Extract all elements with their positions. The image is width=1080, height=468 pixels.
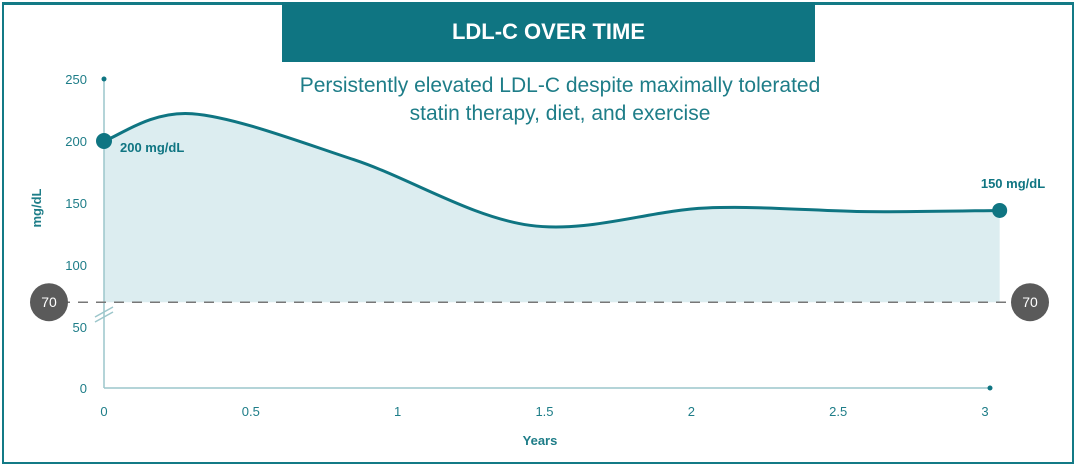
y-tick-label: 100 xyxy=(65,258,87,273)
axis-break-mark xyxy=(94,306,114,318)
x-tick-label: 0 xyxy=(100,404,107,419)
y-tick-label: 150 xyxy=(65,196,87,211)
y-tick-label: 50 xyxy=(73,320,87,335)
chart-subtitle: Persistently elevated LDL-C despite maxi… xyxy=(299,74,821,125)
y-tick-label: 200 xyxy=(65,134,87,149)
start-value-label: 200 mg/dL xyxy=(120,140,184,155)
chart-title: LDL-C OVER TIME xyxy=(282,2,815,62)
x-axis-end-dot xyxy=(987,385,993,391)
x-tick-label: 1.5 xyxy=(535,404,553,419)
x-tick-label: 3 xyxy=(981,404,988,419)
x-axis-label: Years xyxy=(523,433,558,448)
y-axis-end-dot xyxy=(101,76,107,82)
end-value-label: 150 mg/dL xyxy=(981,176,1045,191)
y-tick-label: 250 xyxy=(65,72,87,87)
axis-break-mark xyxy=(94,311,114,323)
x-tick-label: 2.5 xyxy=(829,404,847,419)
reference-badge-left-label: 70 xyxy=(41,294,57,310)
start-point xyxy=(96,133,112,149)
x-tick-label: 2 xyxy=(688,404,695,419)
y-tick-label: 0 xyxy=(80,381,87,396)
area-fill xyxy=(104,113,1000,303)
x-tick-label: 0.5 xyxy=(242,404,260,419)
end-point xyxy=(992,202,1008,218)
reference-badge-right xyxy=(1011,283,1049,322)
reference-badge-left xyxy=(30,283,68,322)
y-axis-label: mg/dL xyxy=(29,188,44,227)
ldl-series-line xyxy=(103,112,1000,229)
reference-badge-right-label: 70 xyxy=(1022,294,1038,310)
x-tick-label: 1 xyxy=(394,404,401,419)
